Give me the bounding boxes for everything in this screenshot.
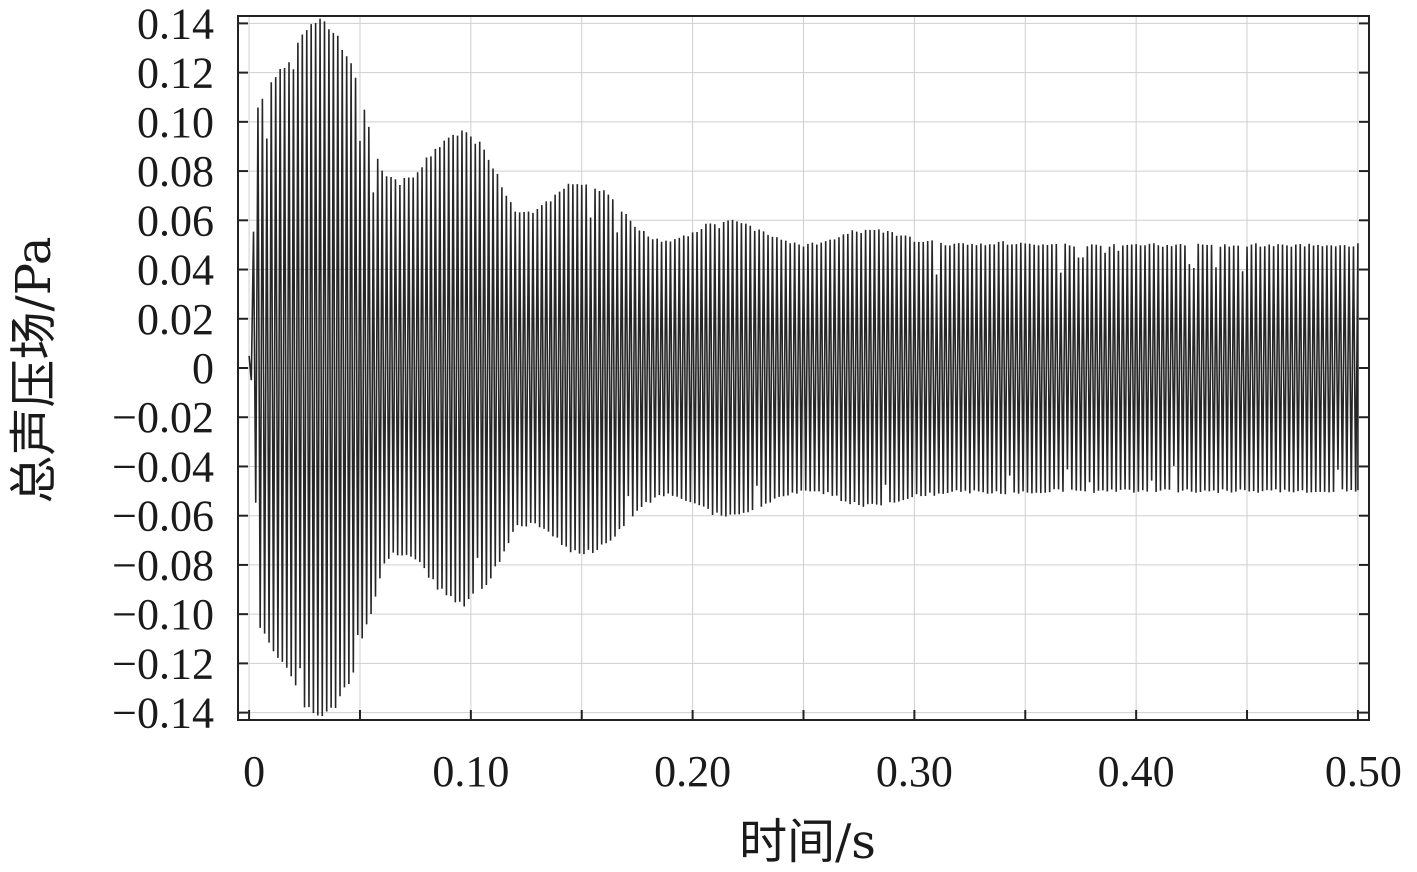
y-tick-label: 0.14 <box>137 0 214 48</box>
x-tick-label: 0 <box>243 747 265 796</box>
x-axis-ticks: 0 0.10 0.20 0.30 0.40 0.50 <box>243 747 1402 796</box>
y-tick-label: 0.02 <box>137 295 214 344</box>
y-tick-label: −0.06 <box>112 492 214 541</box>
y-tick-label: −0.04 <box>112 442 214 491</box>
x-axis-title: 时间/s <box>739 814 876 870</box>
y-tick-label: 0.06 <box>137 196 214 245</box>
x-tick-label: 0.10 <box>432 747 509 796</box>
y-tick-label: 0.08 <box>137 147 214 196</box>
y-tick-label: 0 <box>192 344 214 393</box>
x-tick-label: 0.50 <box>1325 747 1402 796</box>
x-tick-label: 0.20 <box>654 747 731 796</box>
x-tick-label: 0.40 <box>1098 747 1175 796</box>
y-tick-label: −0.14 <box>112 689 214 738</box>
plot-area <box>248 18 1359 717</box>
y-tick-label: −0.02 <box>112 393 214 442</box>
x-tick-label: 0.30 <box>876 747 953 796</box>
y-tick-label: −0.12 <box>112 639 214 688</box>
y-tick-label: 0.10 <box>137 98 214 147</box>
y-tick-label: −0.08 <box>112 541 214 590</box>
y-tick-label: 0.12 <box>137 49 214 98</box>
y-tick-label: 0.04 <box>137 246 214 295</box>
series-line <box>248 18 1359 717</box>
tick-marks <box>238 22 1369 720</box>
y-axis-ticks: 0.140.120.100.080.060.040.020−0.02−0.04−… <box>112 0 214 738</box>
gridlines <box>238 16 1369 720</box>
y-axis-title: 总声压场/Pa <box>6 237 62 504</box>
y-tick-label: −0.10 <box>112 590 214 639</box>
